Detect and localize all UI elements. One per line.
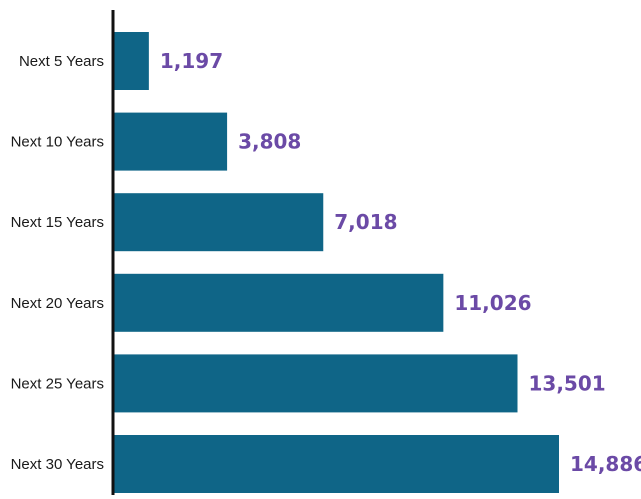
category-labels: Next 5 Years Next 10 Years Next 15 Years Ne… bbox=[11, 53, 104, 473]
bar-5 bbox=[113, 354, 518, 413]
value-labels: 1,197 3,808 7,018 11,026 13,501 14,886 bbox=[160, 49, 641, 476]
value-label: 1,197 bbox=[160, 49, 223, 73]
category-label: Next 5 Years bbox=[19, 53, 104, 70]
bar-group bbox=[113, 32, 559, 493]
value-label: 11,026 bbox=[454, 291, 531, 315]
category-label: Next 20 Years bbox=[11, 295, 104, 312]
category-label: Next 10 Years bbox=[11, 134, 104, 151]
bar-3 bbox=[113, 193, 324, 252]
category-label: Next 30 Years bbox=[11, 456, 104, 473]
bar-1 bbox=[113, 32, 149, 90]
value-label: 3,808 bbox=[238, 130, 301, 154]
bar-2 bbox=[113, 112, 228, 171]
value-label: 7,018 bbox=[334, 210, 397, 234]
category-label: Next 15 Years bbox=[11, 214, 104, 231]
value-label: 14,886 bbox=[570, 452, 641, 476]
category-label: Next 25 Years bbox=[11, 375, 104, 392]
bar-4 bbox=[113, 273, 444, 332]
bar-6 bbox=[113, 435, 559, 493]
value-label: 13,501 bbox=[529, 371, 606, 395]
